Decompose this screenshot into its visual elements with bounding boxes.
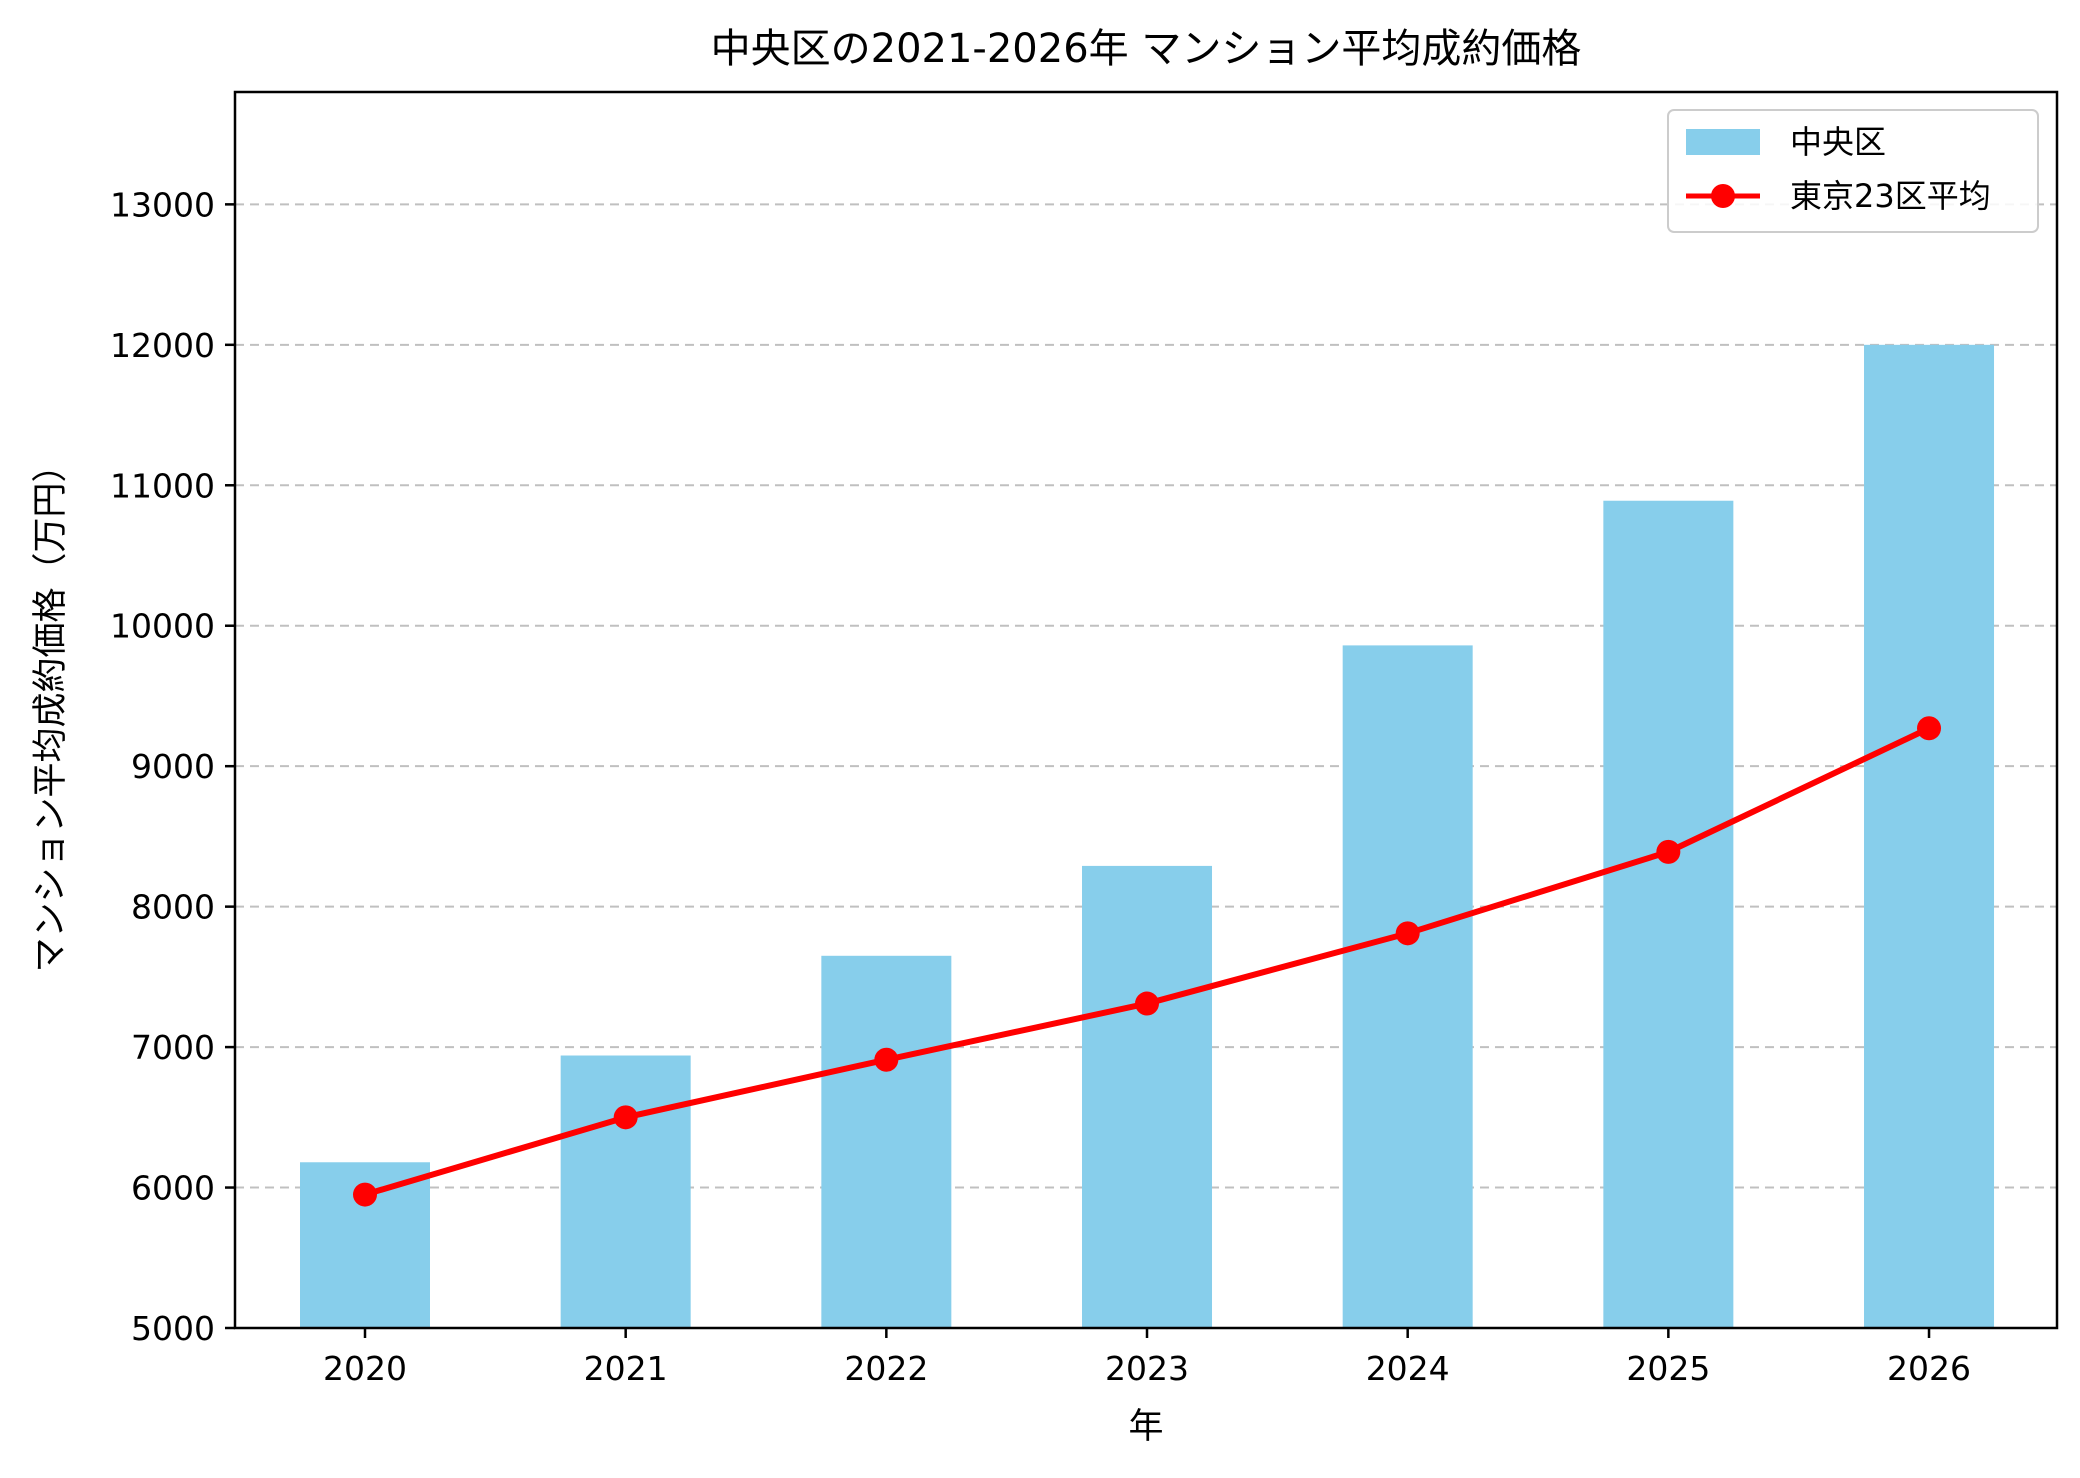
legend-box (1667, 109, 2039, 233)
y-tick-label: 9000 (131, 747, 215, 786)
bar (1082, 865, 1213, 1328)
bar (1603, 500, 1734, 1328)
x-tick-label: 2025 (1626, 1349, 1710, 1388)
x-axis: 2020 2021 2022 2023 2024 2025 2026 (323, 1328, 1971, 1388)
line-series (353, 716, 1942, 1207)
line-point (1135, 991, 1160, 1016)
x-tick-label: 2026 (1887, 1349, 1971, 1388)
bar (821, 955, 952, 1328)
y-tick-label: 13000 (110, 185, 215, 224)
x-tick-label: 2020 (323, 1349, 407, 1388)
line-point (1917, 716, 1942, 741)
bar-series (300, 344, 1995, 1328)
x-tick-label: 2024 (1366, 1349, 1450, 1388)
x-tick-label: 2021 (584, 1349, 668, 1388)
x-tick-label: 2022 (844, 1349, 928, 1388)
y-axis-title: マンション平均成約価格（万円） (31, 447, 71, 972)
y-tick-label: 8000 (131, 888, 215, 927)
y-tick-label: 12000 (110, 326, 215, 365)
bar (1864, 344, 1995, 1328)
bar (560, 1055, 691, 1328)
x-tick-label: 2023 (1105, 1349, 1189, 1388)
legend-swatch-bar (1686, 129, 1760, 155)
chart-title: 中央区の2021-2026年 マンション平均成約価格 (711, 26, 1582, 72)
legend-label-bar: 中央区 (1790, 123, 1886, 161)
y-tick-label: 7000 (131, 1028, 215, 1067)
legend-label-line: 東京23区平均 (1790, 177, 1991, 215)
y-tick-label: 11000 (110, 466, 215, 505)
line-point (613, 1105, 638, 1130)
y-axis: 5000 6000 7000 8000 9000 10000 11000 12000 13000 (110, 185, 235, 1348)
legend: 中央区 東京23区平均 (1667, 109, 2039, 233)
line-point (874, 1047, 899, 1072)
bar (1342, 645, 1473, 1328)
y-tick-label: 10000 (110, 607, 215, 646)
y-tick-label: 5000 (131, 1309, 215, 1348)
line-point (1656, 839, 1681, 864)
y-tick-label: 6000 (131, 1169, 215, 1208)
line-point (353, 1182, 377, 1207)
line-point (1395, 921, 1420, 946)
x-axis-title: 年 (1128, 1407, 1163, 1447)
legend-marker (1711, 184, 1735, 208)
